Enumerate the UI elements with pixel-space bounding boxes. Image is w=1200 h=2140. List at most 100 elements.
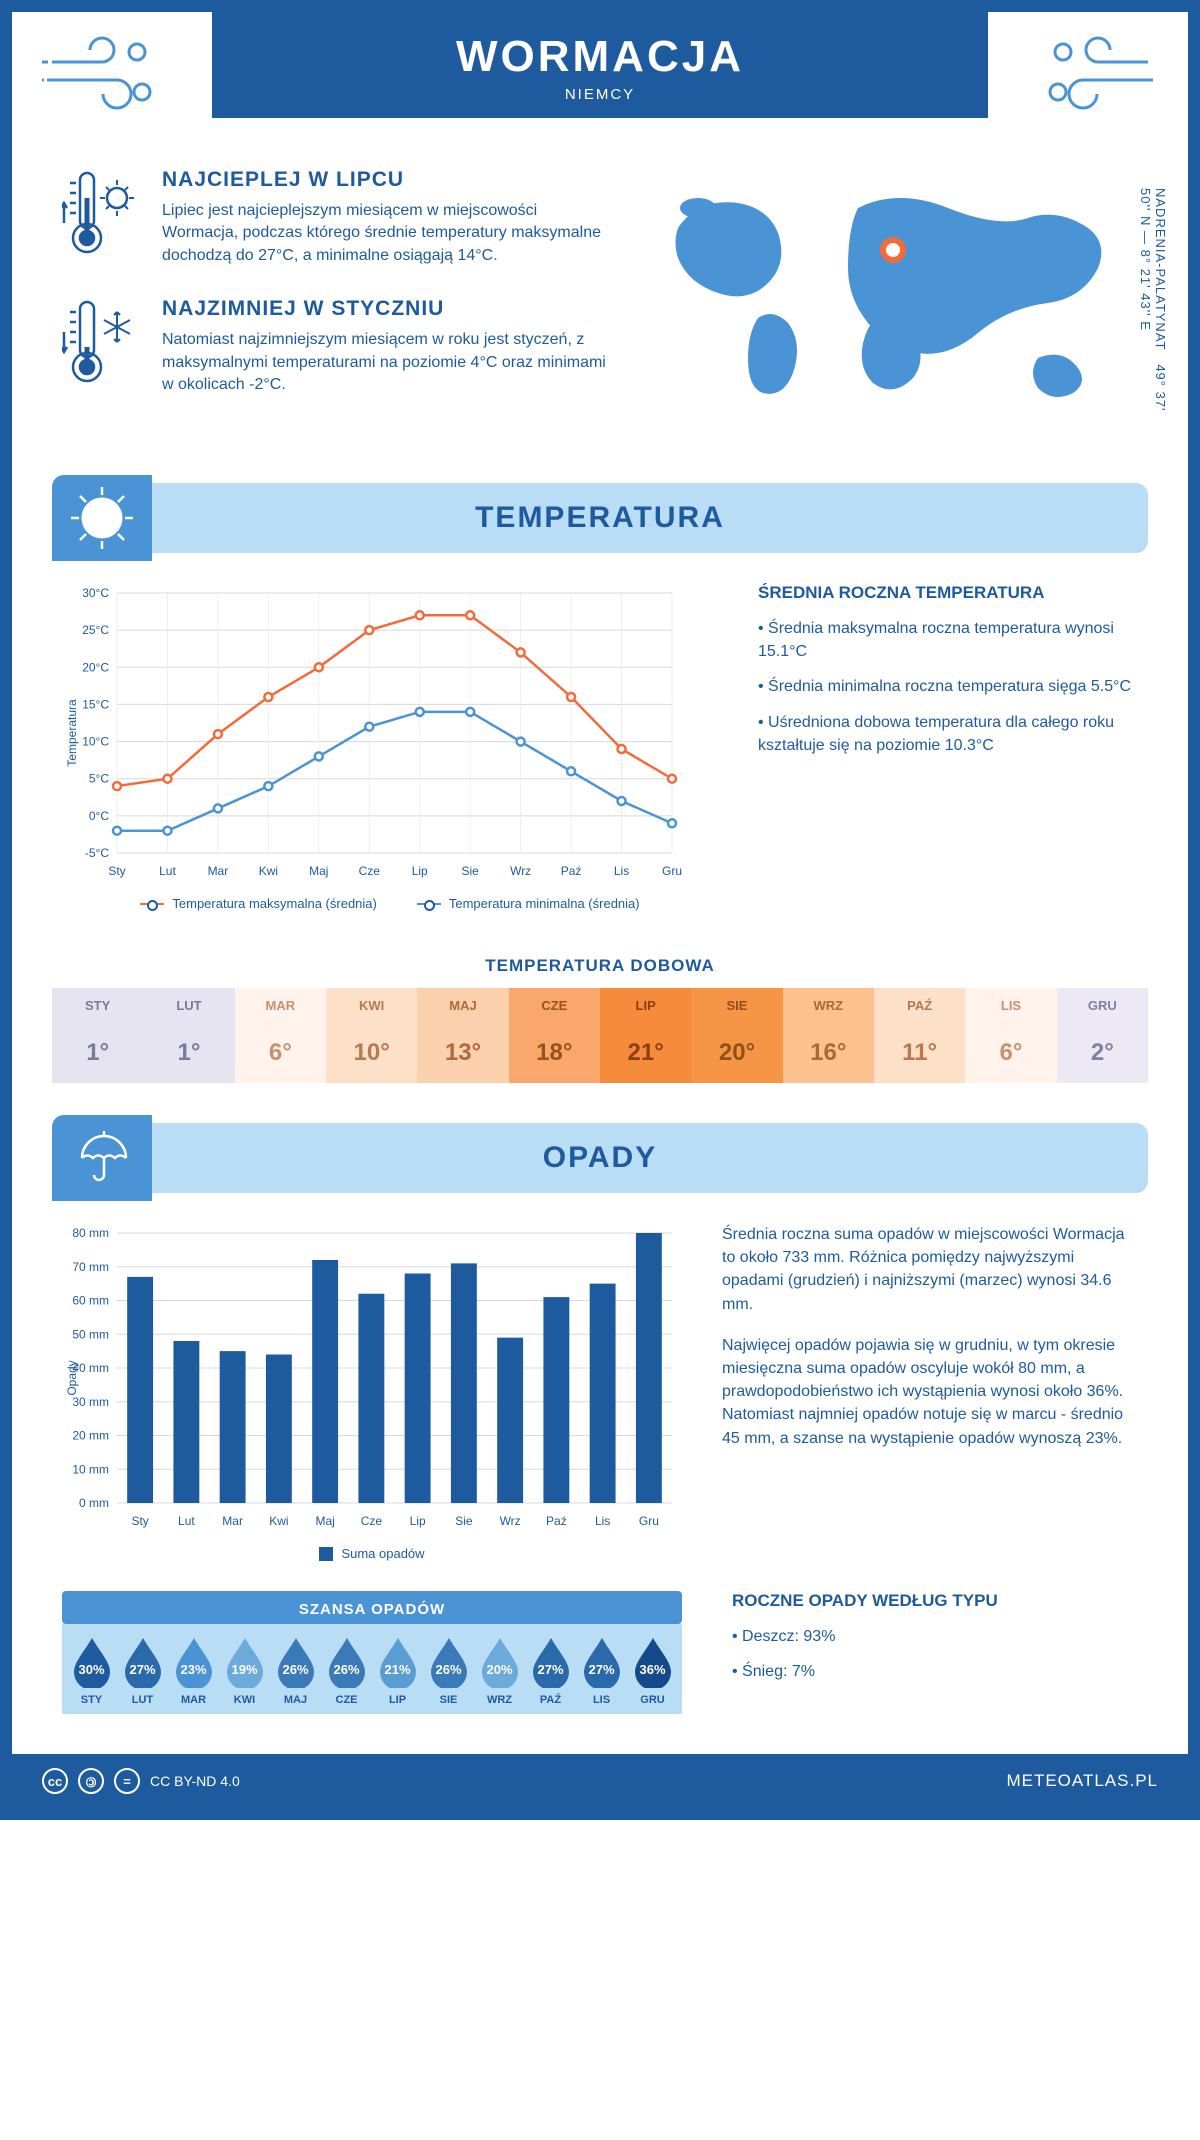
- intro-section: NAJCIEPLEJ W LIPCU Lipiec jest najcieple…: [12, 148, 1188, 463]
- daily-cell: MAR6°: [235, 988, 326, 1083]
- chance-drops-row: 30%STY27%LUT23%MAR19%KWI26%MAJ26%CZE21%L…: [62, 1624, 682, 1714]
- svg-text:20 mm: 20 mm: [72, 1429, 109, 1443]
- legend-max-label: Temperatura maksymalna (średnia): [172, 896, 376, 911]
- intro-facts: NAJCIEPLEJ W LIPCU Lipiec jest najcieple…: [62, 168, 608, 433]
- svg-text:Lip: Lip: [412, 864, 428, 878]
- header: WORMACJA NIEMCY: [212, 12, 988, 118]
- precip-lower-wrap: SZANSA OPADÓW 30%STY27%LUT23%MAR19%KWI26…: [12, 1591, 1188, 1714]
- daily-cell: SIE20°: [691, 988, 782, 1083]
- svg-text:0°C: 0°C: [89, 809, 109, 823]
- daily-cell: LIP21°: [600, 988, 691, 1083]
- map-block: NADRENIA-PALATYNAT 49° 37' 50'' N — 8° 2…: [638, 168, 1138, 433]
- svg-text:Gru: Gru: [639, 1514, 659, 1528]
- svg-text:Opady: Opady: [65, 1360, 79, 1395]
- precip-side: Średnia roczna suma opadów w miejscowośc…: [722, 1223, 1138, 1561]
- daily-temperature-grid: STY1°LUT1°MAR6°KWI10°MAJ13°CZE18°LIP21°S…: [52, 988, 1148, 1083]
- precip-type-bullets: • Deszcz: 93%• Śnieg: 7%: [732, 1625, 1152, 1683]
- svg-text:10 mm: 10 mm: [72, 1462, 109, 1476]
- thermometer-hot-icon: [62, 168, 142, 258]
- chance-drop: 19%KWI: [220, 1636, 270, 1706]
- cold-block: NAJZIMNIEJ W STYCZNIU Natomiast najzimni…: [62, 297, 608, 396]
- svg-text:Paź: Paź: [546, 1514, 567, 1528]
- thermometer-cold-icon: [62, 297, 142, 387]
- temperature-bullet: • Średnia minimalna roczna temperatura s…: [758, 675, 1138, 698]
- daily-cell: CZE18°: [509, 988, 600, 1083]
- wind-icon-left: [42, 32, 162, 122]
- bar-chart-area: 0 mm10 mm20 mm30 mm40 mm50 mm60 mm70 mm8…: [62, 1223, 682, 1561]
- svg-text:Sie: Sie: [462, 864, 480, 878]
- svg-text:0 mm: 0 mm: [79, 1496, 109, 1510]
- svg-text:Kwi: Kwi: [259, 864, 278, 878]
- precip-bar-chart: 0 mm10 mm20 mm30 mm40 mm50 mm60 mm70 mm8…: [62, 1223, 682, 1533]
- nd-icon: =: [114, 1768, 140, 1794]
- svg-text:Temperatura: Temperatura: [65, 699, 79, 767]
- svg-text:80 mm: 80 mm: [72, 1226, 109, 1240]
- svg-text:60 mm: 60 mm: [72, 1294, 109, 1308]
- temperature-line-chart: -5°C0°C5°C10°C15°C20°C25°C30°CStyLutMarK…: [62, 583, 682, 883]
- cc-icon: cc: [42, 1768, 68, 1794]
- umbrella-icon: [70, 1123, 134, 1187]
- svg-text:Lis: Lis: [595, 1514, 610, 1528]
- svg-text:Sie: Sie: [455, 1514, 473, 1528]
- precip-type-block: ROCZNE OPADY WEDŁUG TYPU • Deszcz: 93%• …: [732, 1591, 1152, 1695]
- chance-drop: 26%SIE: [424, 1636, 474, 1706]
- chance-drop: 21%LIP: [373, 1636, 423, 1706]
- precip-para1: Średnia roczna suma opadów w miejscowośc…: [722, 1223, 1138, 1316]
- legend-min: Temperatura minimalna (średnia): [417, 896, 640, 911]
- temperature-side-heading: ŚREDNIA ROCZNA TEMPERATURA: [758, 583, 1138, 603]
- svg-text:Lut: Lut: [178, 1514, 195, 1528]
- by-icon: 🄯: [78, 1768, 104, 1794]
- chance-drop: 26%CZE: [322, 1636, 372, 1706]
- svg-text:50 mm: 50 mm: [72, 1327, 109, 1341]
- region-label: NADRENIA-PALATYNAT: [1153, 188, 1168, 350]
- chance-header: SZANSA OPADÓW: [62, 1591, 682, 1624]
- cold-heading: NAJZIMNIEJ W STYCZNIU: [162, 297, 608, 321]
- daily-cell: WRZ16°: [783, 988, 874, 1083]
- svg-text:Wrz: Wrz: [500, 1514, 521, 1528]
- page: WORMACJA NIEMCY: [0, 0, 1200, 1820]
- svg-text:5°C: 5°C: [89, 772, 109, 786]
- chance-drop: 27%LIS: [577, 1636, 627, 1706]
- daily-cell: STY1°: [52, 988, 143, 1083]
- daily-cell: LIS6°: [965, 988, 1056, 1083]
- svg-text:Kwi: Kwi: [269, 1514, 288, 1528]
- temperature-header: TEMPERATURA: [52, 483, 1148, 553]
- temperature-body: -5°C0°C5°C10°C15°C20°C25°C30°CStyLutMarK…: [12, 553, 1188, 931]
- svg-text:15°C: 15°C: [82, 697, 109, 711]
- chance-drop: 23%MAR: [169, 1636, 219, 1706]
- chance-drop: 20%WRZ: [475, 1636, 525, 1706]
- daily-cell: GRU2°: [1057, 988, 1148, 1083]
- precip-header: OPADY: [52, 1123, 1148, 1193]
- svg-text:Paź: Paź: [561, 864, 582, 878]
- page-title: WORMACJA: [212, 32, 988, 82]
- svg-text:Lip: Lip: [410, 1514, 426, 1528]
- svg-text:Mar: Mar: [208, 864, 229, 878]
- chance-drop: 30%STY: [67, 1636, 117, 1706]
- footer-license: cc 🄯 = CC BY-ND 4.0: [42, 1768, 240, 1794]
- svg-text:Gru: Gru: [662, 864, 682, 878]
- chance-drop: 26%MAJ: [271, 1636, 321, 1706]
- svg-text:10°C: 10°C: [82, 735, 109, 749]
- chance-drop: 36%GRU: [628, 1636, 678, 1706]
- daily-cell: MAJ13°: [417, 988, 508, 1083]
- sun-badge: [52, 475, 152, 561]
- svg-text:70 mm: 70 mm: [72, 1260, 109, 1274]
- line-chart-area: -5°C0°C5°C10°C15°C20°C25°C30°CStyLutMarK…: [62, 583, 718, 911]
- hot-text: NAJCIEPLEJ W LIPCU Lipiec jest najcieple…: [162, 168, 608, 267]
- svg-text:30 mm: 30 mm: [72, 1395, 109, 1409]
- temperature-side: ŚREDNIA ROCZNA TEMPERATURA • Średnia mak…: [758, 583, 1138, 911]
- temperature-bullet: • Średnia maksymalna roczna temperatura …: [758, 617, 1138, 663]
- daily-cell: LUT1°: [143, 988, 234, 1083]
- svg-text:25°C: 25°C: [82, 623, 109, 637]
- coordinates: NADRENIA-PALATYNAT 49° 37' 50'' N — 8° 2…: [1138, 188, 1168, 433]
- hot-heading: NAJCIEPLEJ W LIPCU: [162, 168, 608, 192]
- page-subtitle: NIEMCY: [212, 86, 988, 103]
- svg-text:30°C: 30°C: [82, 586, 109, 600]
- temperature-bullets: • Średnia maksymalna roczna temperatura …: [758, 617, 1138, 757]
- cold-text: NAJZIMNIEJ W STYCZNIU Natomiast najzimni…: [162, 297, 608, 396]
- footer: cc 🄯 = CC BY-ND 4.0 METEOATLAS.PL: [12, 1754, 1188, 1808]
- daily-cell: KWI10°: [326, 988, 417, 1083]
- daily-cell: PAŹ11°: [874, 988, 965, 1083]
- svg-text:Sty: Sty: [108, 864, 125, 878]
- legend-sum-label: Suma opadów: [341, 1546, 424, 1561]
